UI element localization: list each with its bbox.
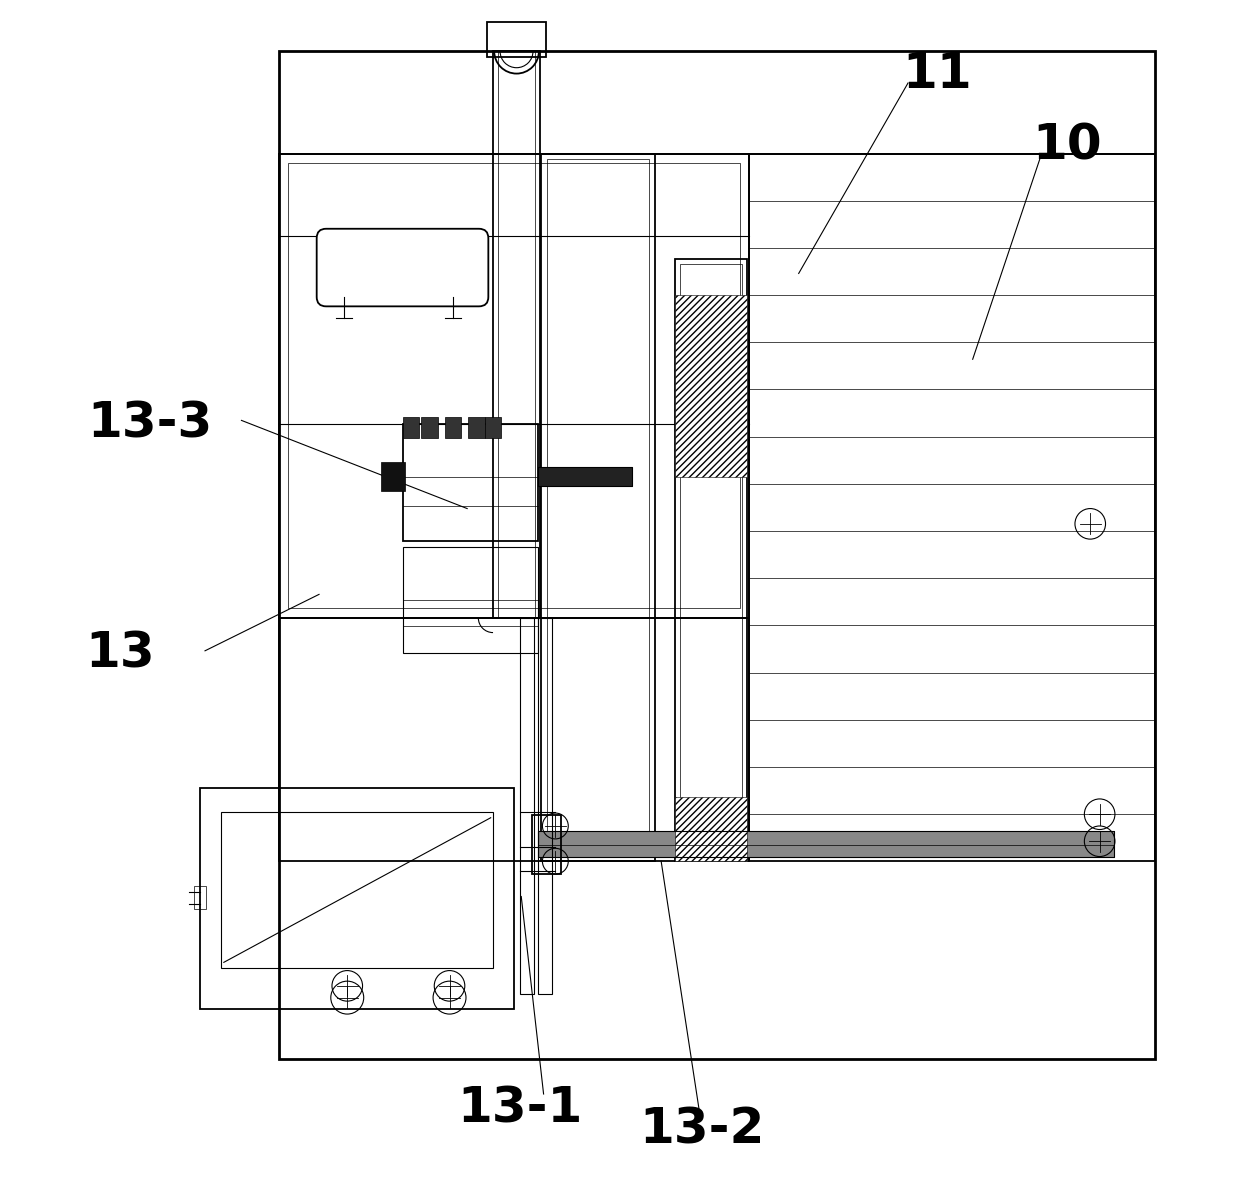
Bar <box>403 424 538 541</box>
Bar <box>487 22 546 58</box>
Bar <box>201 789 515 1010</box>
Bar <box>494 52 541 618</box>
Text: 13-1: 13-1 <box>458 1084 583 1132</box>
FancyBboxPatch shape <box>316 228 489 306</box>
Bar <box>497 52 536 618</box>
Bar <box>445 417 461 438</box>
Text: 10: 10 <box>1032 121 1101 169</box>
Text: 13-2: 13-2 <box>640 1105 765 1153</box>
Bar <box>538 831 1114 857</box>
Bar <box>279 153 749 618</box>
Bar <box>538 831 1114 857</box>
Bar <box>279 618 749 862</box>
Bar <box>538 467 631 486</box>
Text: 13-3: 13-3 <box>87 400 212 448</box>
Bar <box>676 294 746 477</box>
Bar <box>541 153 655 862</box>
Bar <box>485 417 501 438</box>
Bar <box>279 52 1154 1059</box>
Text: 13: 13 <box>86 630 155 677</box>
Text: 11: 11 <box>903 49 972 98</box>
Bar <box>289 162 740 609</box>
Bar <box>532 816 562 875</box>
Bar <box>422 417 438 438</box>
Bar <box>520 618 534 995</box>
Bar <box>749 153 1154 862</box>
Bar <box>382 461 405 491</box>
Bar <box>680 264 743 857</box>
Bar <box>547 159 650 856</box>
Bar <box>403 417 419 438</box>
Bar <box>676 797 746 862</box>
Bar <box>538 618 552 995</box>
Bar <box>469 417 485 438</box>
Bar <box>403 547 538 653</box>
Bar <box>676 259 746 862</box>
Bar <box>195 886 206 910</box>
Bar <box>222 812 494 969</box>
Bar <box>538 467 631 486</box>
